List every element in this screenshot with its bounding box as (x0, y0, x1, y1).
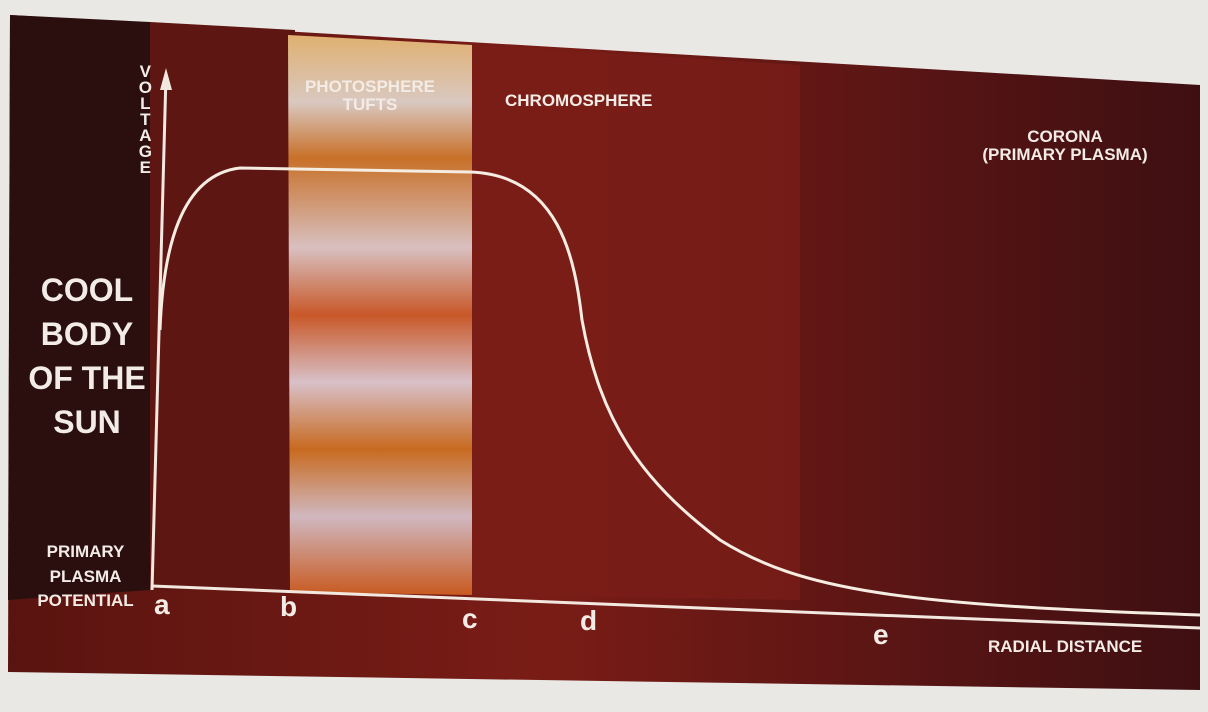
point-label: d (580, 605, 598, 636)
text: PRIMARY (46, 542, 125, 561)
text: SUN (53, 404, 121, 441)
region-label: CHROMOSPHERE (505, 92, 652, 110)
text: COOL (40, 272, 134, 308)
y-axis-label: VOLTAGE (135, 62, 155, 174)
photosphere-band (288, 35, 472, 595)
point-label: a (154, 589, 170, 620)
y-arrow (160, 68, 172, 90)
region-label: PHOTOSPHERE TUFTS (285, 78, 455, 114)
region-label: CORONA (PRIMARY PLASMA) (960, 128, 1170, 164)
text: PHOTOSPHERE (304, 77, 436, 96)
point-label: b (280, 591, 298, 622)
text: TUFTS (342, 94, 398, 114)
text: BODY (40, 316, 134, 353)
body-label: COOL BODY OF THE SUN (22, 268, 152, 445)
text: CORONA (1027, 127, 1103, 146)
text: (PRIMARY PLASMA) (982, 144, 1148, 164)
text: OF THE (28, 360, 146, 397)
x-axis (151, 584, 1201, 630)
chromosphere-band (472, 45, 800, 600)
point-label: c (462, 603, 478, 634)
text: PLASMA (49, 566, 122, 586)
inner-band (150, 22, 295, 590)
origin-label: PRIMARY PLASMA POTENTIAL (18, 540, 153, 614)
sun-body (8, 15, 150, 600)
voltage-curve (158, 166, 1201, 617)
x-axis-label: RADIAL DISTANCE (988, 637, 1143, 656)
point-label: e (873, 619, 889, 650)
text: POTENTIAL (37, 591, 134, 611)
text: CHROMOSPHERE (505, 91, 653, 110)
y-axis (150, 74, 168, 591)
